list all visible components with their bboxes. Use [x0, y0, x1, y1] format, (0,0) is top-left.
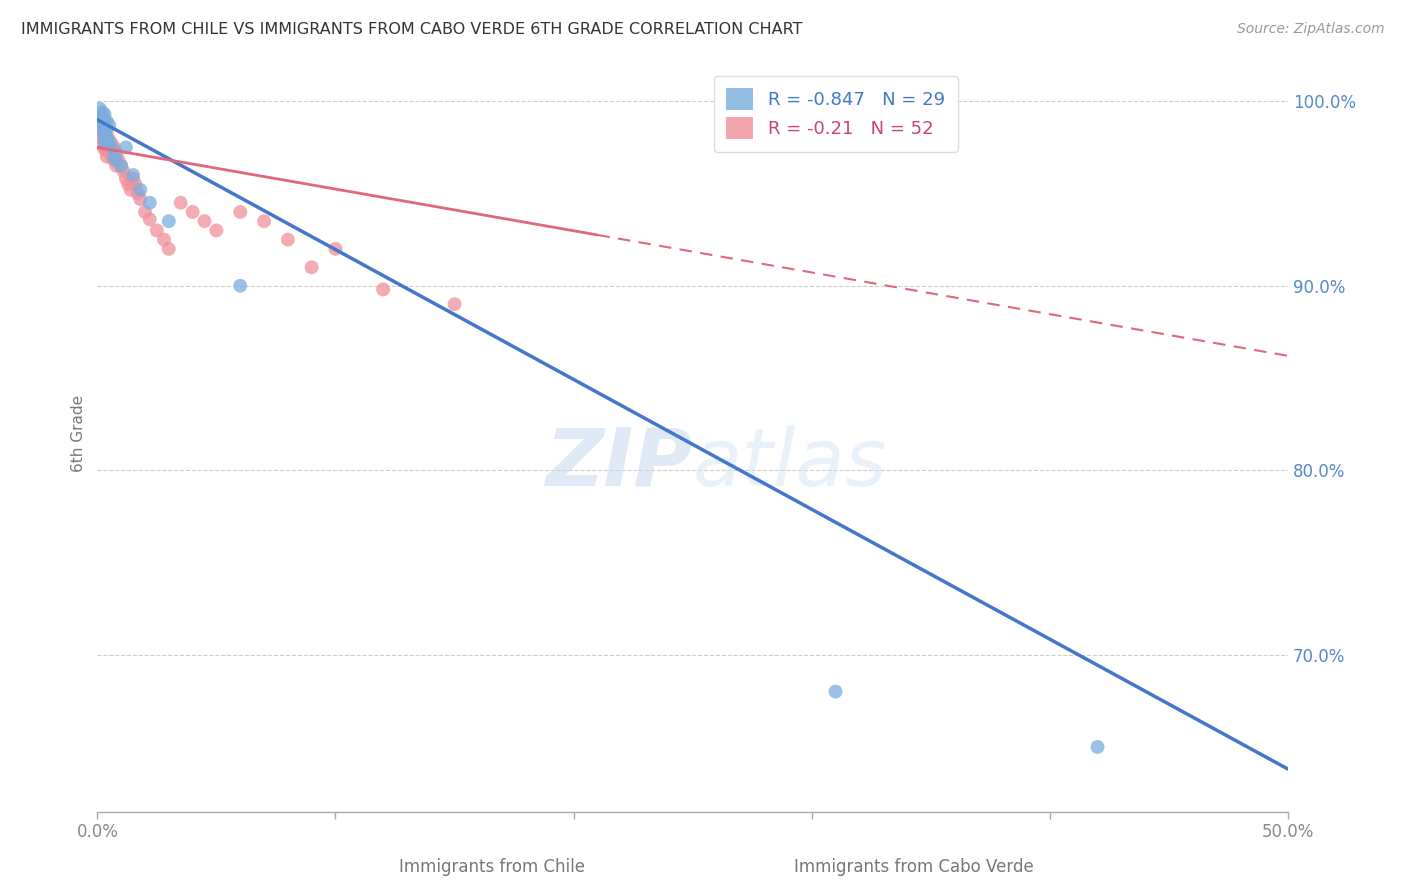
Point — [146, 223, 169, 237]
Point — [89, 118, 111, 132]
Point — [443, 297, 465, 311]
Point — [105, 145, 128, 160]
Point — [129, 183, 152, 197]
Point — [181, 205, 204, 219]
Point — [122, 168, 145, 182]
Point — [100, 136, 122, 151]
Point — [277, 233, 299, 247]
Point — [96, 135, 118, 149]
Point — [93, 116, 115, 130]
Text: Immigrants from Chile: Immigrants from Chile — [399, 858, 585, 876]
Text: atlas: atlas — [693, 425, 887, 502]
Point — [229, 205, 252, 219]
Point — [89, 126, 111, 140]
Point — [325, 242, 347, 256]
Point — [105, 153, 128, 168]
Point — [93, 128, 115, 142]
Point — [93, 107, 115, 121]
Legend: R = -0.847   N = 29, R = -0.21   N = 52: R = -0.847 N = 29, R = -0.21 N = 52 — [714, 76, 957, 152]
Point — [129, 192, 152, 206]
Point — [100, 150, 122, 164]
Text: Source: ZipAtlas.com: Source: ZipAtlas.com — [1237, 22, 1385, 37]
Point — [110, 159, 132, 173]
Point — [120, 183, 142, 197]
Point — [93, 142, 115, 156]
Point — [100, 142, 122, 156]
Point — [89, 109, 111, 123]
Point — [105, 159, 128, 173]
Point — [253, 214, 276, 228]
Point — [127, 186, 149, 201]
Point — [98, 135, 121, 149]
Point — [115, 171, 138, 186]
Point — [96, 131, 118, 145]
Text: IMMIGRANTS FROM CHILE VS IMMIGRANTS FROM CABO VERDE 6TH GRADE CORRELATION CHART: IMMIGRANTS FROM CHILE VS IMMIGRANTS FROM… — [21, 22, 803, 37]
Point — [91, 138, 114, 153]
Point — [96, 128, 118, 142]
Point — [157, 214, 180, 228]
Point — [124, 178, 146, 192]
Y-axis label: 6th Grade: 6th Grade — [72, 395, 86, 472]
Point — [96, 150, 118, 164]
Point — [153, 233, 176, 247]
Point — [98, 145, 121, 160]
Point — [93, 135, 115, 149]
Point — [89, 112, 111, 127]
Point — [107, 153, 129, 168]
Point — [96, 142, 118, 156]
Point — [93, 128, 115, 142]
Point — [91, 105, 114, 120]
Point — [205, 223, 228, 237]
Point — [91, 118, 114, 132]
Point — [110, 159, 132, 173]
Point — [98, 138, 121, 153]
Point — [93, 122, 115, 136]
Point — [112, 164, 135, 178]
Point — [93, 112, 115, 127]
Point — [115, 140, 138, 154]
Point — [117, 178, 139, 192]
Point — [91, 116, 114, 130]
Point — [170, 195, 193, 210]
Point — [157, 242, 180, 256]
Point — [103, 140, 125, 154]
Point — [134, 205, 156, 219]
Point — [98, 118, 121, 132]
Point — [93, 122, 115, 136]
Point — [93, 135, 115, 149]
Point — [103, 150, 125, 164]
Point — [139, 212, 162, 227]
Point — [100, 140, 122, 154]
Point — [103, 145, 125, 160]
Point — [98, 133, 121, 147]
Point — [229, 278, 252, 293]
Text: ZIP: ZIP — [546, 425, 693, 502]
Point — [139, 195, 162, 210]
Point — [91, 122, 114, 136]
Point — [193, 214, 215, 228]
Point — [103, 153, 125, 168]
Point — [96, 122, 118, 136]
Point — [91, 122, 114, 136]
Point — [96, 114, 118, 128]
Point — [122, 171, 145, 186]
Point — [91, 112, 114, 127]
Point — [301, 260, 323, 275]
Point — [91, 131, 114, 145]
Point — [89, 102, 111, 116]
Point — [824, 684, 846, 698]
Point — [371, 282, 394, 296]
Point — [1087, 739, 1109, 754]
Text: Immigrants from Cabo Verde: Immigrants from Cabo Verde — [794, 858, 1033, 876]
